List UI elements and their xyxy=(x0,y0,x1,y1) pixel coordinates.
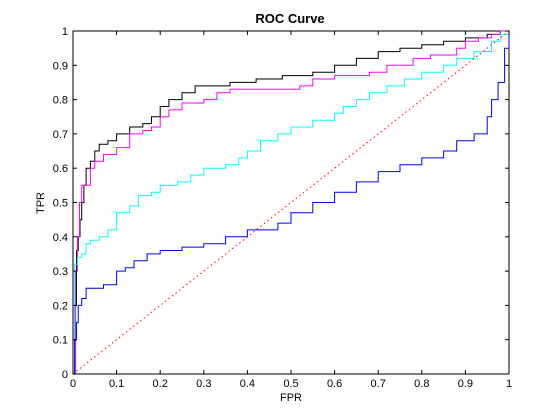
y-tick-label: 0.1 xyxy=(53,335,68,347)
x-tick-label: 1 xyxy=(506,378,512,390)
x-tick-label: 0.1 xyxy=(109,378,124,390)
roc-series-line-4 xyxy=(73,31,510,375)
y-tick-label: 0.2 xyxy=(53,300,68,312)
series-layer xyxy=(72,30,510,375)
y-tick-label: 1 xyxy=(62,26,68,38)
y-tick-label: 0.8 xyxy=(53,95,68,107)
x-tick-label: 0.2 xyxy=(153,378,168,390)
x-tick-label: 0.7 xyxy=(371,378,386,390)
x-tick-label: 0.4 xyxy=(240,378,255,390)
tick-layer: 0 0.1 0.2 0.3 0.4 0.5 0.6 0.7 0.8 0.9 1 0 0.1 0.2 0.3 0… xyxy=(53,26,512,390)
x-tick-label: 0.5 xyxy=(283,378,298,390)
x-tick-label: 0.3 xyxy=(196,378,211,390)
y-tick-label: 0.7 xyxy=(53,129,68,141)
y-tick-label: 0.3 xyxy=(53,266,68,278)
roc-series-line-2 xyxy=(73,30,509,375)
x-axis-label: FPR xyxy=(280,392,302,404)
x-tick-label: 0.6 xyxy=(327,378,342,390)
y-tick-label: 0.9 xyxy=(53,60,68,72)
y-tick-label: 0.5 xyxy=(53,198,68,210)
y-tick-label: 0.6 xyxy=(53,163,68,175)
x-tick-label: 0.9 xyxy=(458,378,473,390)
y-tick-label: 0 xyxy=(62,369,68,381)
x-tick-label: 0 xyxy=(70,378,76,390)
plot-frame xyxy=(72,30,510,375)
roc-series-line-1 xyxy=(73,30,509,375)
y-axis-label: TPR xyxy=(35,192,47,214)
chart-title: ROC Curve xyxy=(255,11,324,26)
x-tick-label: 0.8 xyxy=(414,378,429,390)
y-tick-label: 0.4 xyxy=(53,232,68,244)
roc-series-line-3 xyxy=(73,31,510,375)
